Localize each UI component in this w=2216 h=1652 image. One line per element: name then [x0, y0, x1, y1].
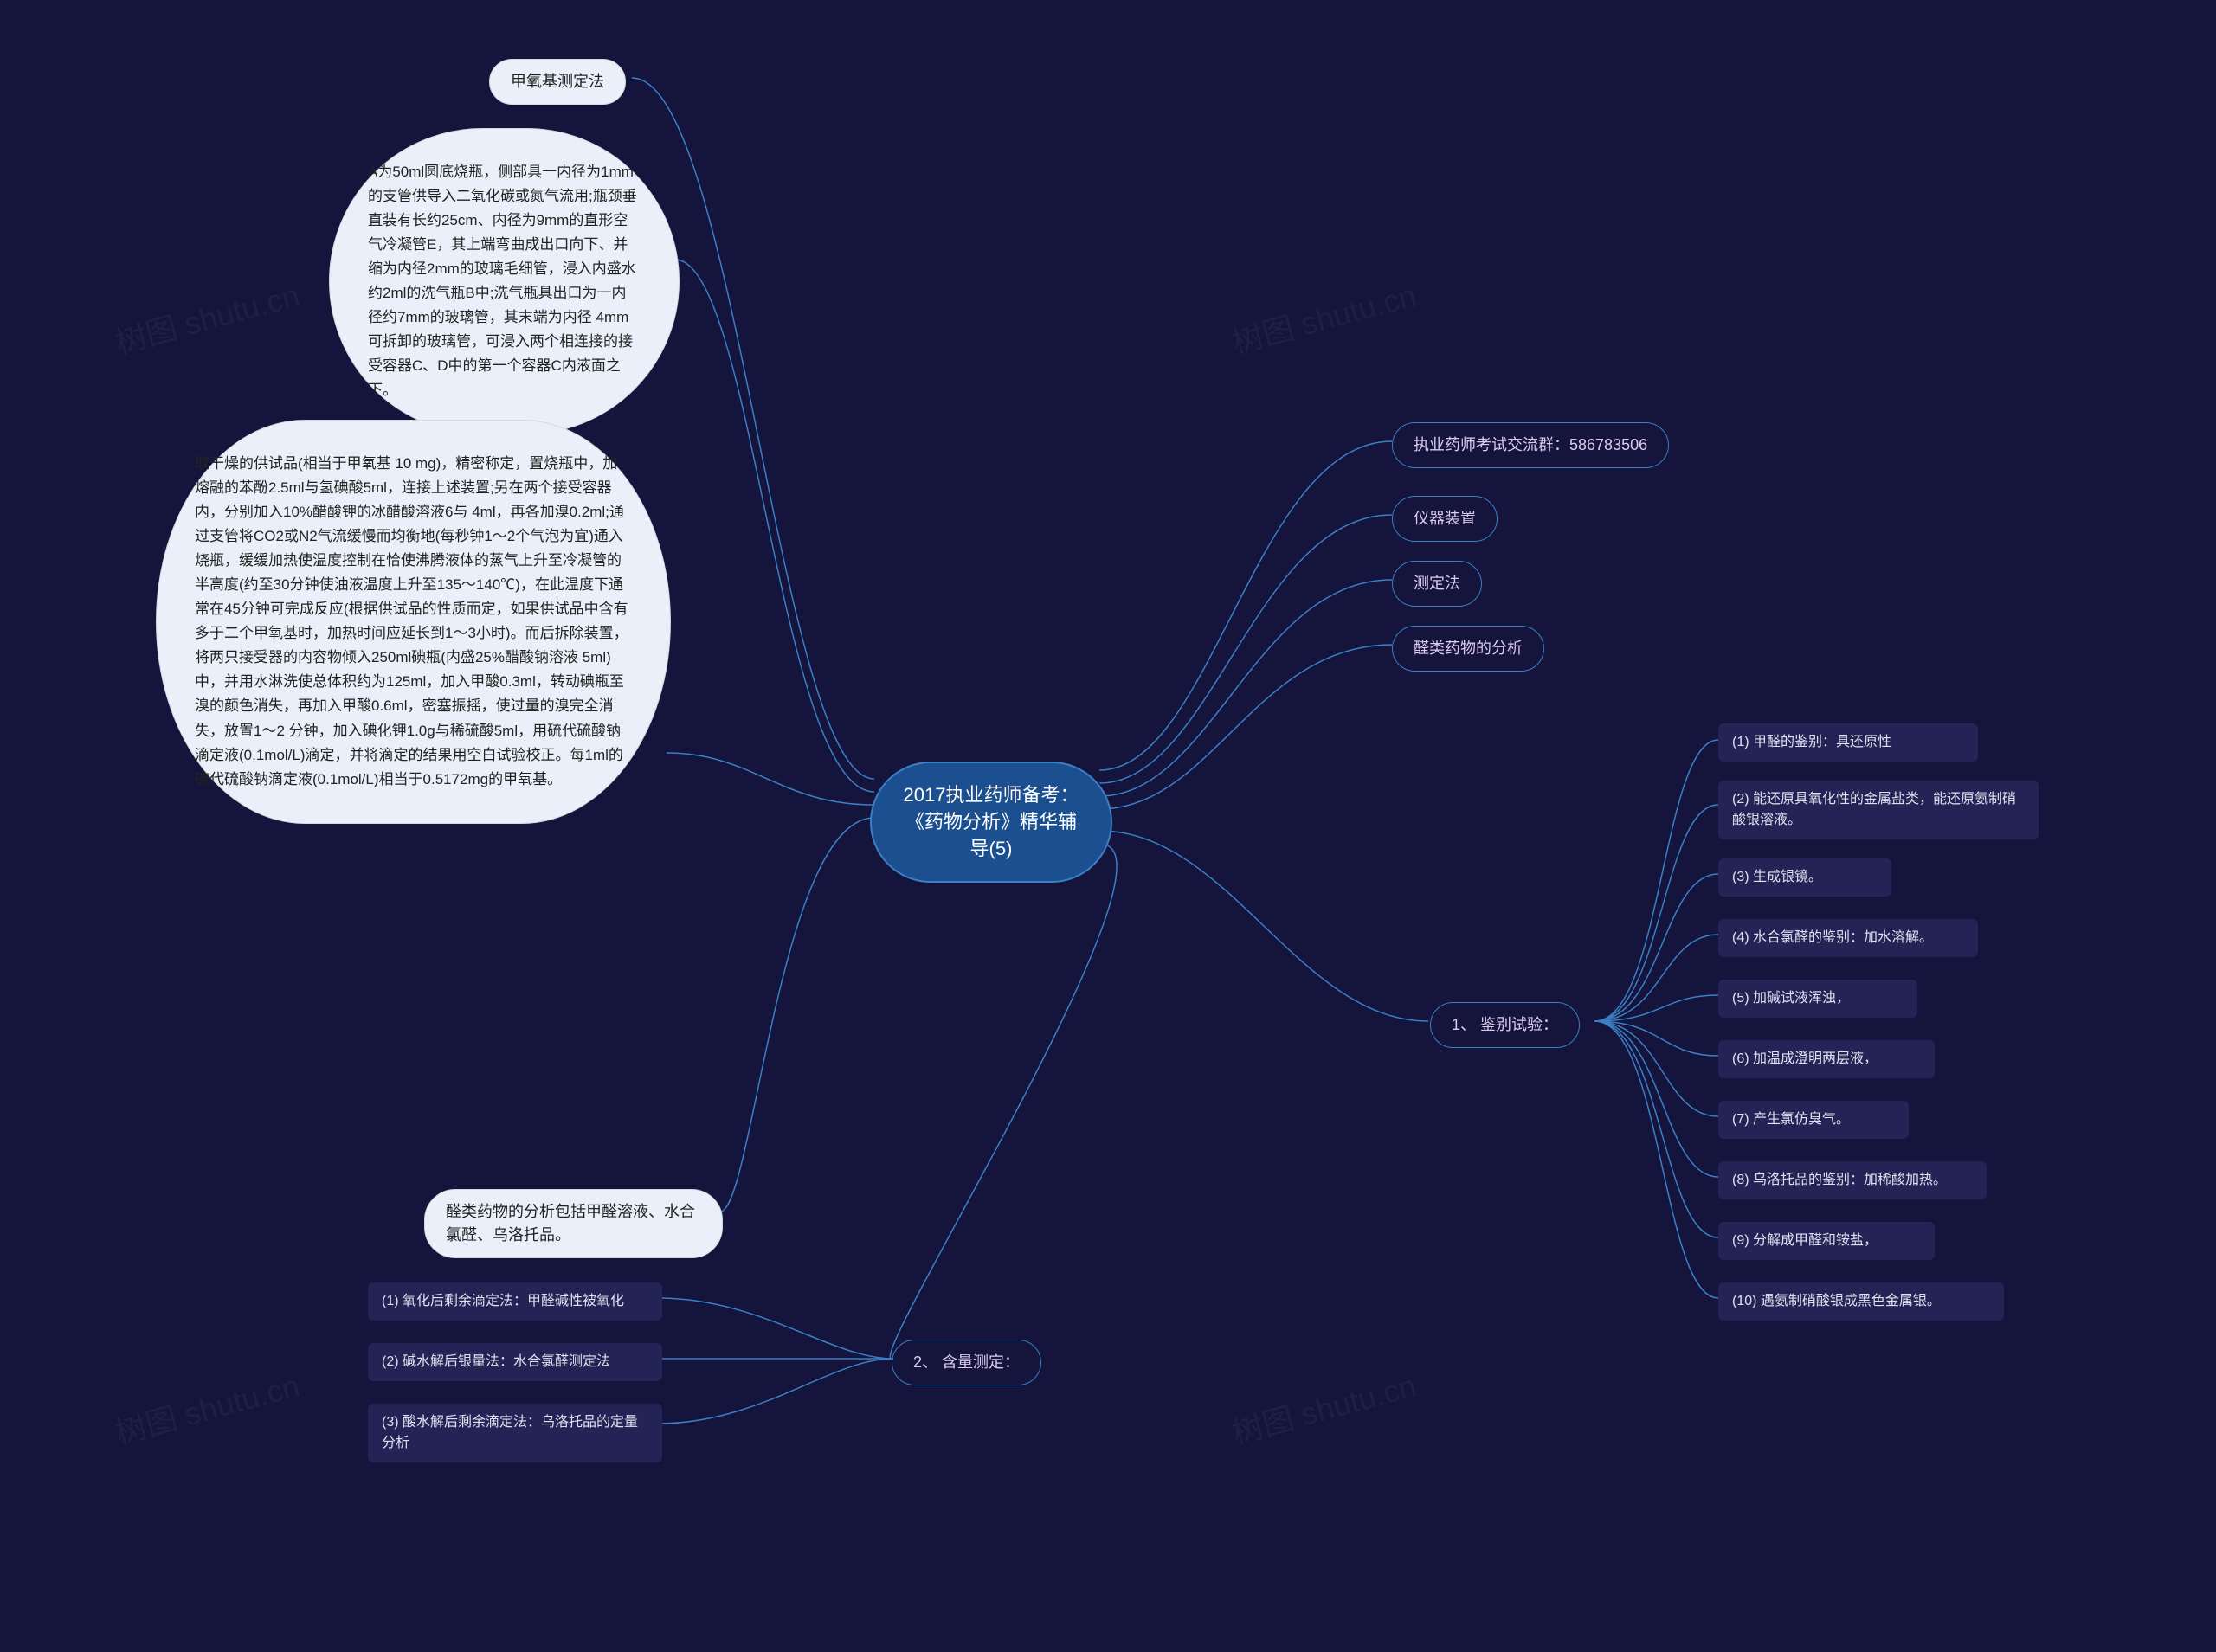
shibie-item-5[interactable]: (5) 加碱试液浑浊，	[1718, 980, 1917, 1018]
watermark: 树图 shutu.cn	[110, 1361, 304, 1454]
left-node-apparatus-desc[interactable]: A为50ml圆底烧瓶，侧部具一内径为1mm的支管供导入二氧化碳或氮气流用;瓶颈垂…	[329, 128, 680, 434]
hanliang-item-2[interactable]: (2) 碱水解后银量法：水合氯醛测定法	[368, 1343, 662, 1381]
branch-cedingfa[interactable]: 测定法	[1392, 561, 1482, 607]
hanliang-item-3[interactable]: (3) 酸水解后剩余滴定法：乌洛托品的定量分析	[368, 1404, 662, 1462]
hanliang-item-1[interactable]: (1) 氧化后剩余滴定法：甲醛碱性被氧化	[368, 1282, 662, 1321]
shibie-item-8[interactable]: (8) 乌洛托品的鉴别：加稀酸加热。	[1718, 1161, 1987, 1199]
watermark: 树图 shutu.cn	[1227, 1361, 1420, 1454]
shibie-item-3[interactable]: (3) 生成银镜。	[1718, 858, 1891, 897]
shibie-item-10[interactable]: (10) 遇氨制硝酸银成黑色金属银。	[1718, 1282, 2004, 1321]
shibie-item-7[interactable]: (7) 产生氯仿臭气。	[1718, 1101, 1909, 1139]
branch-quanlei[interactable]: 醛类药物的分析	[1392, 626, 1544, 672]
watermark: 树图 shutu.cn	[110, 271, 304, 363]
left-node-quanlei-desc[interactable]: 醛类药物的分析包括甲醛溶液、水合氯醛、乌洛托品。	[424, 1189, 723, 1258]
shibie-item-1[interactable]: (1) 甲醛的鉴别：具还原性	[1718, 723, 1978, 762]
branch-shibie[interactable]: 1、 鉴别试验：	[1430, 1002, 1580, 1048]
branch-qun[interactable]: 执业药师考试交流群：586783506	[1392, 422, 1669, 468]
shibie-item-2[interactable]: (2) 能还原具氧化性的金属盐类，能还原氨制硝酸银溶液。	[1718, 781, 2039, 839]
shibie-item-4[interactable]: (4) 水合氯醛的鉴别：加水溶解。	[1718, 919, 1978, 957]
left-node-procedure-desc[interactable]: 取干燥的供试品(相当于甲氧基 10 mg)，精密称定，置烧瓶中，加熔融的苯酚2.…	[156, 420, 671, 824]
left-node-jiayangji[interactable]: 甲氧基测定法	[489, 59, 626, 105]
watermark: 树图 shutu.cn	[1227, 271, 1420, 363]
branch-hanliang[interactable]: 2、 含量测定：	[892, 1340, 1041, 1385]
shibie-item-9[interactable]: (9) 分解成甲醛和铵盐，	[1718, 1222, 1935, 1260]
center-node[interactable]: 2017执业药师备考：《药物分析》精华辅导(5)	[870, 762, 1112, 883]
shibie-item-6[interactable]: (6) 加温成澄明两层液，	[1718, 1040, 1935, 1078]
branch-yiqi[interactable]: 仪器装置	[1392, 496, 1498, 542]
